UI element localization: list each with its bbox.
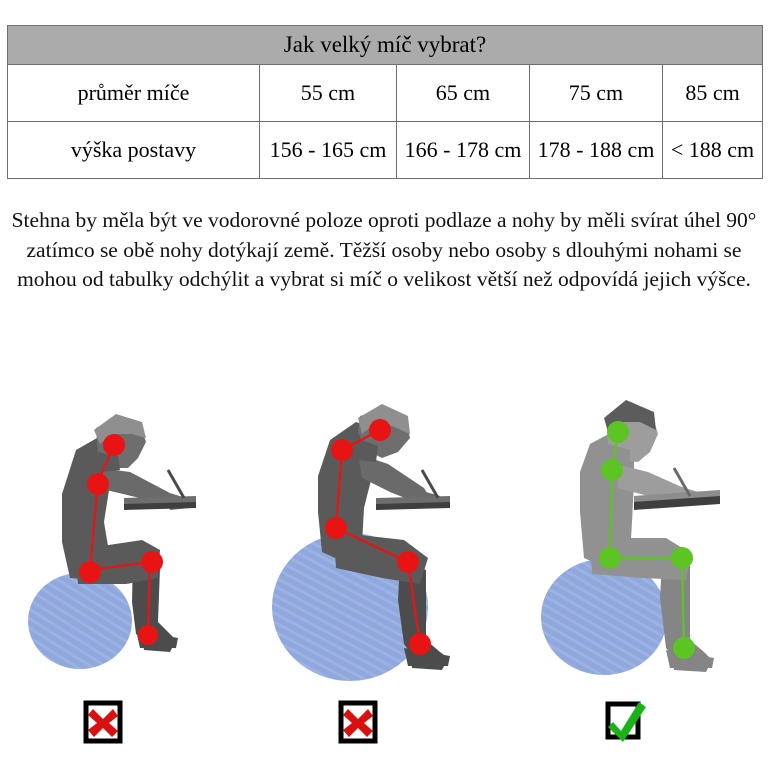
figure-ball-too-large [250,372,506,712]
joint-marker [141,551,163,573]
table-row: průměr míče 55 cm 65 cm 75 cm 85 cm [7,64,764,122]
cell-diameter-65: 65 cm [396,64,530,122]
cell-height-166-178: 166 - 178 cm [396,121,530,179]
joint-marker [79,561,101,583]
desk-edge [124,496,196,504]
cell-height-over-188: < 188 cm [661,121,764,179]
instructions-paragraph: Stehna by měla být ve vodorovné poloze o… [11,208,757,292]
joint-marker [103,434,125,456]
cell-height-178-188: 178 - 188 cm [529,121,663,179]
row-label-ball-diameter: průměr míče [7,64,260,122]
desk-edge [634,490,720,502]
cell-height-156-165: 156 - 165 cm [259,121,397,179]
verdict-marks-row [0,700,768,750]
verdict-correct [603,700,647,744]
joint-marker [599,547,621,569]
joint-marker [671,547,693,569]
neck [356,438,378,462]
joint-marker [331,439,353,461]
leg-and-foot [660,562,712,666]
cell-diameter-85: 85 cm [661,64,764,122]
mark-box [83,700,123,744]
hair [94,414,146,444]
arm [358,454,430,504]
joint-marker [601,459,623,481]
figure-ball-too-small [0,372,256,712]
table-title: Jak velký míč vybrat? [6,25,764,65]
check-mark-icon [608,702,646,742]
row-label-body-height: výška postavy [7,121,260,179]
figure-ball-correct [512,372,768,712]
desk-edge [376,496,450,504]
joint-marker [138,625,158,645]
posture-illustrations [0,372,768,712]
stylus [166,469,186,499]
ball-size-table: Jak velký míč vybrat? průměr míče 55 cm … [6,25,764,179]
verdict-incorrect-1 [82,700,126,744]
joint-marker [87,473,109,495]
cell-diameter-55: 55 cm [259,64,397,122]
cross-mark-icon [88,709,118,737]
joint-marker [673,637,695,659]
hair [604,400,656,432]
verdict-incorrect-2 [337,700,381,744]
joint-marker [607,421,629,443]
table-row: výška postavy 156 - 165 cm 166 - 178 cm … [7,121,764,179]
table-header-row: Jak velký míč vybrat? [6,25,764,65]
cell-diameter-75: 75 cm [529,64,663,122]
joint-marker [369,419,391,441]
stylus [672,467,692,497]
ball-size-table-container: Jak velký míč vybrat? průměr míče 55 cm … [6,25,764,179]
joint-marker [409,633,431,655]
exercise-ball [28,573,132,669]
exercise-ball [541,559,667,675]
desk-surface [634,494,720,510]
foot-toe [410,652,448,670]
stylus [420,469,440,499]
joint-marker [325,517,347,539]
joint-marker [397,551,419,573]
cross-mark-icon [343,709,373,737]
